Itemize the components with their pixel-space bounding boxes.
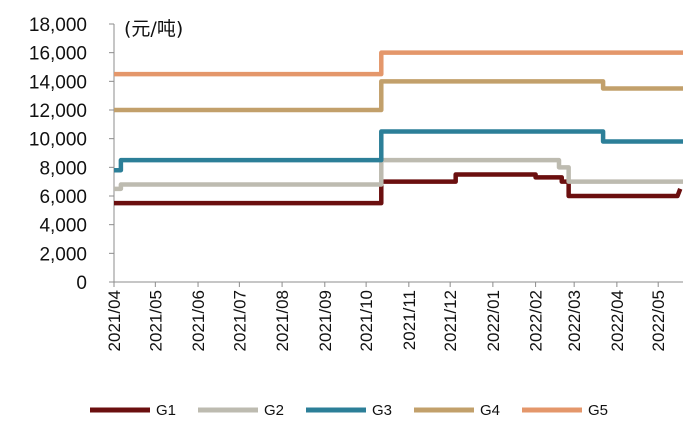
x-tick-label: 2021/04 [105, 290, 124, 351]
y-tick-label: 16,000 [29, 44, 87, 65]
series-line-g2 [114, 157, 683, 192]
x-tick-label: 2022/04 [608, 290, 627, 351]
axes: 0 2,000 4,000 6,000 8,000 10,000 12,000 14,000 1… [29, 15, 683, 351]
y-tick-label: 10,000 [29, 130, 87, 151]
x-tick-label: 2021/10 [357, 290, 376, 351]
y-tick-label: 8,000 [39, 158, 87, 179]
series-line-g4 [114, 79, 683, 113]
y-tick-label: 0 [76, 273, 87, 294]
x-tick-label: 2022/02 [527, 290, 546, 351]
x-tick-label: 2022/05 [649, 290, 668, 351]
x-tick-label: 2021/11 [400, 290, 419, 350]
y-tick-label: 18,000 [29, 15, 87, 36]
x-tick-label: 2022/03 [565, 290, 584, 351]
series-lines [114, 50, 683, 206]
legend-label-g2: G2 [264, 402, 284, 419]
x-tick-label: 2021/05 [146, 290, 165, 351]
series-line-g1 [114, 172, 683, 206]
x-tick-label: 2022/01 [484, 290, 503, 351]
x-tick-label: 2021/06 [189, 290, 208, 351]
legend-label-g5: G5 [588, 402, 608, 419]
y-tick-label: 6,000 [39, 187, 87, 208]
x-tick-label: 2021/08 [273, 290, 292, 351]
y-tick-label: 14,000 [29, 72, 87, 93]
x-tick-label: 2021/09 [316, 290, 335, 351]
y-tick-label: 12,000 [29, 101, 87, 122]
y-tick-label: 4,000 [39, 216, 87, 237]
unit-label: (元/吨) [124, 18, 183, 40]
x-tick-label: 2021/07 [230, 290, 249, 351]
legend: G1 G2 G3 G4 G5 [90, 402, 608, 419]
x-tick-label: 2021/12 [441, 290, 460, 351]
legend-label-g4: G4 [480, 402, 500, 419]
legend-label-g1: G1 [156, 402, 176, 419]
series-line-g5 [114, 50, 683, 77]
series-line-g3 [114, 129, 683, 173]
y-tick-label: 2,000 [39, 244, 87, 265]
legend-label-g3: G3 [372, 402, 392, 419]
